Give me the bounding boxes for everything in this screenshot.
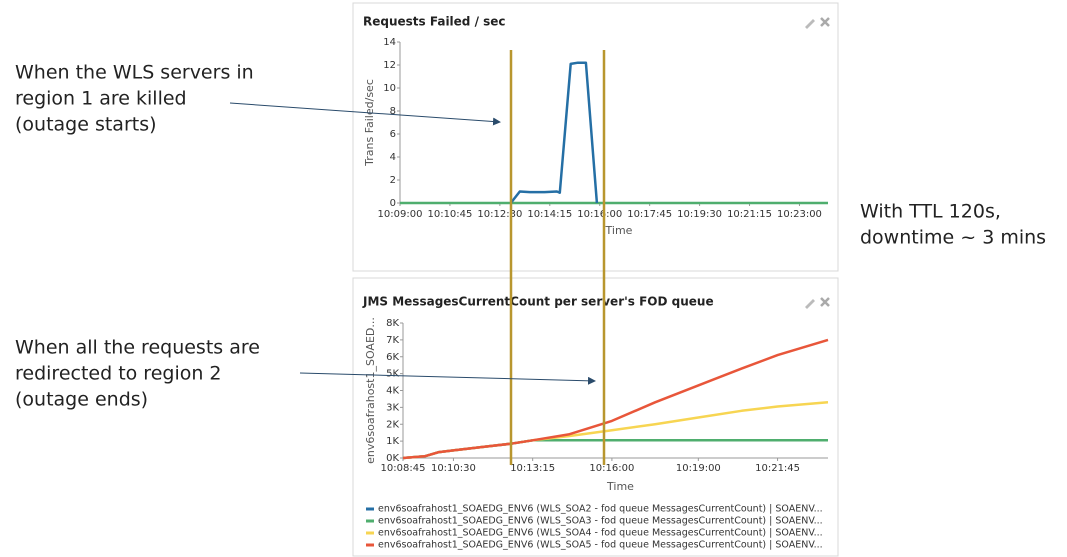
annotation-text: region 1 are killed [15, 88, 187, 110]
y-tick-label: 14 [383, 37, 396, 48]
edit-icon[interactable] [805, 19, 815, 29]
y-axis-label: Trans Failed/sec [363, 79, 376, 167]
chart-title: JMS MessagesCurrentCount per server's FO… [362, 295, 714, 309]
y-tick-label: 5K [386, 369, 399, 380]
y-axis-label: env6soafrahost1_SOAED... [364, 317, 377, 464]
annotations: When the WLS servers in region 1 are kill… [15, 62, 1046, 411]
y-tick-label: 0 [390, 198, 396, 209]
x-tick-label: 10:19:30 [677, 209, 722, 220]
legend-label: env6soafrahost1_SOAEDG_ENV6 (WLS_SOA3 - … [378, 516, 823, 527]
y-tick-label: 0K [386, 453, 399, 464]
x-tick-label: 10:16:00 [589, 463, 634, 474]
annotation-text: With TTL 120s, [860, 201, 1001, 223]
legend-label: env6soafrahost1_SOAEDG_ENV6 (WLS_SOA5 - … [378, 540, 823, 551]
y-tick-label: 8 [390, 106, 396, 117]
x-tick-label: 10:12:30 [477, 209, 522, 220]
x-tick-label: 10:17:45 [627, 209, 672, 220]
annotation-text: When the WLS servers in [15, 62, 254, 84]
y-tick-label: 10 [383, 83, 396, 94]
y-tick-label: 8K [386, 318, 399, 329]
series-line [402, 338, 829, 460]
panel-icons [805, 17, 830, 309]
x-tick-label: 10:23:00 [777, 209, 822, 220]
panel [352, 2, 839, 272]
y-tick-label: 2 [390, 175, 396, 186]
legend-label: env6soafrahost1_SOAEDG_ENV6 (WLS_SOA4 - … [378, 528, 823, 539]
close-icon[interactable] [820, 17, 830, 27]
panel [352, 277, 839, 557]
arrow [229, 102, 501, 126]
y-tick-label: 7K [386, 335, 399, 346]
annotation-text: downtime ~ 3 mins [860, 227, 1046, 249]
close-icon[interactable] [820, 297, 830, 307]
y-tick-label: 4 [390, 152, 396, 163]
x-tick-label: 10:10:45 [427, 209, 472, 220]
y-tick-label: 3K [386, 402, 399, 413]
x-tick-label: 10:10:30 [431, 463, 476, 474]
arrow [299, 372, 596, 385]
x-tick-label: 10:21:15 [727, 209, 772, 220]
y-tick-label: 2K [386, 419, 399, 430]
y-tick-label: 1K [386, 436, 399, 447]
x-axis-label: Time [606, 480, 634, 493]
annotation-text: redirected to region 2 [15, 363, 222, 385]
charts: Requests Failed / sec Trans Failed/sec Tim… [362, 15, 829, 551]
y-tick-label: 6 [390, 129, 396, 140]
legend-label: env6soafrahost1_SOAEDG_ENV6 (WLS_SOA2 - … [378, 504, 823, 515]
x-tick-label: 10:19:00 [676, 463, 721, 474]
x-tick-label: 10:16:00 [577, 209, 622, 220]
annotation-text: When all the requests are [15, 337, 260, 359]
y-tick-label: 12 [383, 60, 396, 71]
x-axis-label: Time [605, 224, 633, 237]
x-tick-label: 10:09:00 [378, 209, 423, 220]
y-tick-label: 4K [386, 386, 399, 397]
x-tick-label: 10:14:15 [527, 209, 572, 220]
annotation-text: (outage ends) [15, 389, 148, 411]
y-tick-label: 6K [386, 352, 399, 363]
annotation-text: (outage starts) [15, 114, 157, 136]
x-tick-label: 10:21:45 [755, 463, 800, 474]
x-tick-label: 10:13:15 [510, 463, 555, 474]
edit-icon[interactable] [805, 299, 815, 309]
chart-title: Requests Failed / sec [363, 15, 506, 29]
series-line [509, 61, 599, 204]
x-tick-label: 10:08:45 [381, 463, 426, 474]
